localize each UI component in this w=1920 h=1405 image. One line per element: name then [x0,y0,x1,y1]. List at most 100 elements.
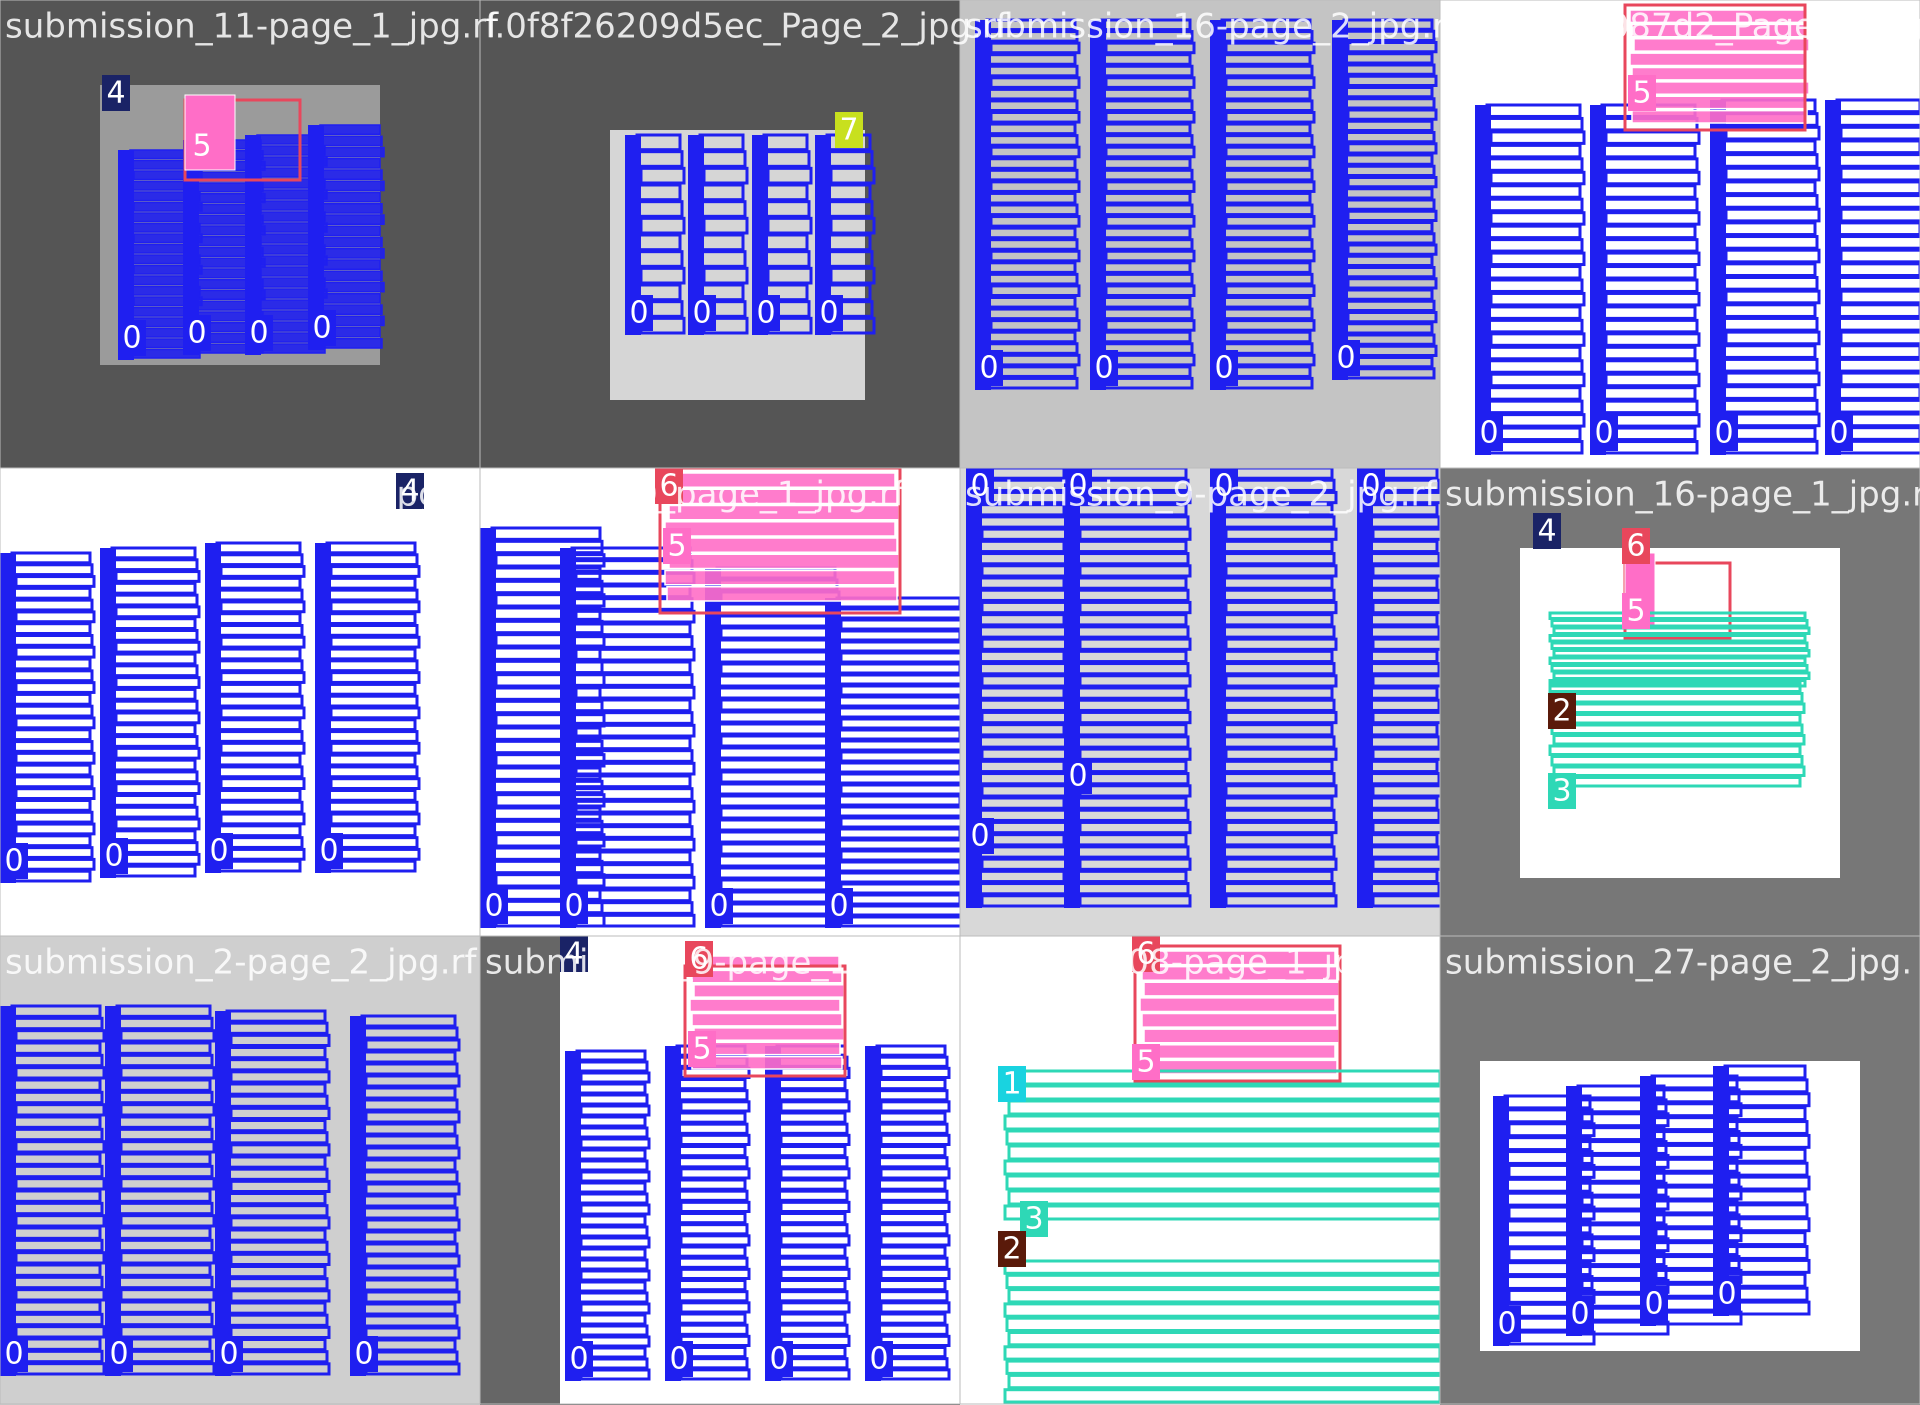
row-box [1005,1174,1440,1191]
label-badge [1132,1044,1160,1080]
row-box [1003,1388,1440,1404]
tile: 0 0 0 0 5 [1440,0,1920,468]
class-label: 0 [319,834,338,869]
row-box [1007,1288,1440,1304]
label-badge [1090,350,1118,386]
label-badge [1548,773,1576,809]
class-label: 0 [869,1342,888,1377]
row-box [1141,965,1338,981]
question-column-bar [0,1006,16,1376]
row-box [664,569,896,586]
label-badge [705,888,733,924]
class-label: 4 [106,76,125,111]
question-column-bar [752,135,768,335]
label-badge [752,295,780,331]
class-label: 0 [1361,469,1380,504]
detection-box [1623,3,1807,132]
row-box [1552,626,1811,635]
class-label: 0 [1829,416,1848,451]
tile-title: 1e4256f2087d2_Page_1_jpg [1445,7,1920,47]
label-badge [245,315,273,351]
label-badge [835,112,863,148]
question-column-bar [1210,468,1226,908]
label-badge [1533,513,1561,549]
label-badge [1622,593,1650,629]
row-box [1629,52,1806,67]
label-badge [1493,1306,1521,1342]
label-badge [560,888,588,924]
class-label: 5 [667,529,686,564]
row-box [321,169,383,180]
tile: 0 0 0 0 4 5 [0,0,480,468]
class-label: 0 [1497,1307,1516,1342]
class-label: 2 [1002,1232,1021,1267]
class-label: 0 [1714,416,1733,451]
class-label: 0 [354,1337,373,1372]
tile: 0 0 0 0 4 [0,468,480,936]
class-label: 4 [564,937,583,972]
label-badge [215,1336,243,1372]
row-box [323,281,385,293]
class-label: 0 [1336,341,1355,376]
row-box [1631,23,1808,38]
tile: 0 0 0 0 [1440,936,1920,1405]
row-box [693,984,845,998]
class-label: 3 [1552,774,1571,809]
question-column-bar [1090,20,1106,390]
row-box [323,180,385,192]
question-column-bar [1590,105,1606,455]
class-label: 0 [4,844,23,879]
detection-box [683,964,847,1078]
label-badge [655,468,683,504]
label-badge [350,1336,378,1372]
question-column-bar [560,548,576,928]
label-badge [765,1341,793,1377]
question-column-bar [205,543,221,873]
label-badge [1628,75,1656,111]
tile-border [1440,936,1920,1405]
label-badge [825,888,853,924]
row-box [321,236,383,248]
tile: 0 0 0 0 4 6 5 [480,936,960,1405]
detection-box [1133,944,1342,1083]
class-label: 5 [1626,594,1645,629]
label-badge [188,128,216,164]
class-label: 0 [1479,416,1498,451]
label-badge [1210,468,1238,504]
row-box [1007,1373,1440,1390]
class-label: 3 [1024,1202,1043,1237]
tile-title: submission_9-page_1_jpg.rf [485,943,957,983]
question-column-bar [665,1046,681,1381]
row-box [323,146,385,158]
label-badge [865,1341,893,1377]
label-badge [1622,528,1650,564]
row-box [1552,649,1811,658]
label-badge [100,838,128,874]
label-badge [1132,936,1160,972]
tile: 6 5 1 32 [960,936,1440,1405]
label-badge [1357,468,1385,504]
question-column-bar [1640,1076,1656,1326]
tile-title: 1d36f35a08-page_1_jpg.rf [965,943,1414,983]
row-box [1003,1259,1440,1275]
class-label: 0 [1570,1297,1589,1332]
row-box [691,1012,843,1027]
row-box [1005,1359,1440,1375]
class-label: 0 [1094,351,1113,386]
row-box [1003,1159,1440,1176]
row-box [1548,744,1802,756]
question-column-bar [100,548,116,878]
row-box [319,225,381,237]
label-badge [685,941,713,977]
class-label: 4 [1537,514,1556,549]
class-label: 0 [187,316,206,351]
tile: 4 6 5 2 3 [1440,468,1920,936]
row-box [323,248,385,259]
row-box [1633,38,1810,52]
label-badge [688,1031,716,1067]
label-badge [308,310,336,346]
class-label: 5 [192,129,211,164]
row-box [1633,81,1810,95]
question-column-bar [825,598,841,928]
